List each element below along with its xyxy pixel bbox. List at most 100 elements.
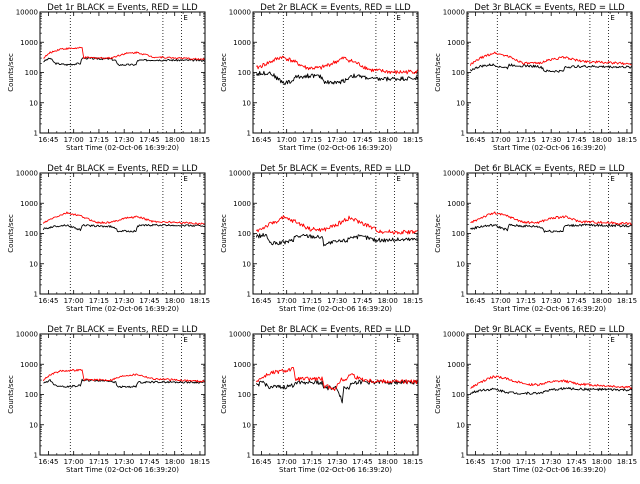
x-tick-label: 17:45 xyxy=(566,458,586,466)
x-tick-label: 17:15 xyxy=(302,458,322,466)
events-series-line xyxy=(255,232,419,247)
plot-frame xyxy=(466,333,633,456)
y-tick-label: 10000 xyxy=(229,170,251,178)
x-tick-label: 18:15 xyxy=(403,458,423,466)
x-tick-label: 17:45 xyxy=(139,297,159,305)
x-tick-label: 16:45 xyxy=(251,136,271,144)
x-tick-label: 16:45 xyxy=(251,458,271,466)
x-tick-label: 17:45 xyxy=(352,136,372,144)
y-tick-label: 10000 xyxy=(16,9,38,17)
x-tick-label: 17:00 xyxy=(491,136,511,144)
x-tick-label: 18:15 xyxy=(190,297,210,305)
plot-frame xyxy=(39,172,206,295)
x-tick-label: 17:00 xyxy=(491,458,511,466)
x-tick-label: 17:45 xyxy=(566,297,586,305)
x-axis-label: Start Time (02-Oct-06 16:39:20) xyxy=(279,305,392,313)
y-tick-label: 1000 xyxy=(233,39,251,47)
lld-series-line xyxy=(43,46,206,61)
y-axis-label: Counts/sec xyxy=(7,53,15,92)
lld-series-line xyxy=(256,215,419,235)
x-tick-label: 17:30 xyxy=(327,458,347,466)
y-tick-label: 100 xyxy=(238,69,251,77)
x-tick-label: 16:45 xyxy=(38,297,58,305)
time-marker-label: E xyxy=(610,336,614,344)
x-tick-label: 17:45 xyxy=(139,458,159,466)
x-tick-label: 18:15 xyxy=(617,297,637,305)
x-axis-label: Start Time (02-Oct-06 16:39:20) xyxy=(279,466,392,474)
x-tick-label: 18:00 xyxy=(378,458,398,466)
panel-title: Det 9r BLACK = Events, RED = LLD xyxy=(474,325,625,335)
x-tick-label: 16:45 xyxy=(38,458,58,466)
x-tick-label: 18:15 xyxy=(403,297,423,305)
time-marker-label: E xyxy=(610,175,614,183)
y-tick-label: 100 xyxy=(238,391,251,399)
x-tick-label: 17:15 xyxy=(516,297,536,305)
x-axis-label: Start Time (02-Oct-06 16:39:20) xyxy=(66,466,179,474)
x-tick-label: 18:15 xyxy=(617,136,637,144)
y-tick-label: 1000 xyxy=(20,39,38,47)
y-tick-label: 10000 xyxy=(443,9,465,17)
y-tick-label: 10 xyxy=(29,260,38,268)
panel-title: Det 6r BLACK = Events, RED = LLD xyxy=(474,164,625,174)
plot-frame xyxy=(466,172,633,295)
x-tick-label: 17:00 xyxy=(64,136,84,144)
y-tick-label: 10000 xyxy=(229,9,251,17)
x-axis-label: Start Time (02-Oct-06 16:39:20) xyxy=(493,144,606,152)
y-axis-label: Counts/sec xyxy=(220,375,228,414)
x-tick-label: 17:15 xyxy=(516,458,536,466)
x-tick-label: 17:00 xyxy=(64,297,84,305)
lld-series-line xyxy=(470,375,633,390)
y-tick-label: 1000 xyxy=(233,361,251,369)
x-tick-label: 17:15 xyxy=(516,136,536,144)
x-tick-label: 18:00 xyxy=(165,297,185,305)
y-tick-label: 10 xyxy=(29,99,38,107)
x-tick-label: 17:45 xyxy=(566,136,586,144)
x-axis-label: Start Time (02-Oct-06 16:39:20) xyxy=(493,466,606,474)
x-tick-label: 16:45 xyxy=(465,458,485,466)
y-tick-label: 10000 xyxy=(443,331,465,339)
x-axis-label: Start Time (02-Oct-06 16:39:20) xyxy=(279,144,392,152)
y-tick-label: 1000 xyxy=(20,361,38,369)
y-tick-label: 100 xyxy=(238,230,251,238)
lld-series-line xyxy=(469,51,633,66)
y-tick-label: 10000 xyxy=(16,170,38,178)
x-axis-label: Start Time (02-Oct-06 16:39:20) xyxy=(66,305,179,313)
plot-frame xyxy=(252,11,419,134)
events-series-line xyxy=(43,57,206,66)
x-tick-label: 16:45 xyxy=(38,136,58,144)
x-tick-label: 17:30 xyxy=(114,458,134,466)
time-marker-label: E xyxy=(396,336,400,344)
x-tick-label: 18:15 xyxy=(617,458,637,466)
y-tick-label: 1 xyxy=(34,452,38,460)
y-tick-label: 1 xyxy=(247,291,251,299)
lld-series-line xyxy=(256,55,419,75)
y-tick-label: 10 xyxy=(242,421,251,429)
y-tick-label: 10 xyxy=(456,421,465,429)
panel-title: Det 2r BLACK = Events, RED = LLD xyxy=(260,3,411,13)
x-tick-label: 17:00 xyxy=(277,458,297,466)
plot-frame xyxy=(252,172,419,295)
y-tick-label: 1 xyxy=(247,130,251,138)
y-tick-label: 1 xyxy=(461,130,465,138)
time-marker-label: E xyxy=(396,175,400,183)
x-tick-label: 17:30 xyxy=(541,136,561,144)
panel-title: Det 7r BLACK = Events, RED = LLD xyxy=(47,325,198,335)
y-tick-label: 1 xyxy=(34,291,38,299)
x-tick-label: 18:15 xyxy=(190,136,210,144)
events-series-line xyxy=(43,378,206,389)
x-tick-label: 16:45 xyxy=(251,297,271,305)
x-tick-label: 17:30 xyxy=(114,136,134,144)
y-tick-label: 100 xyxy=(25,69,38,77)
y-tick-label: 100 xyxy=(452,69,465,77)
plot-frame xyxy=(466,11,633,134)
panel-title: Det 5r BLACK = Events, RED = LLD xyxy=(260,164,411,174)
x-tick-label: 17:15 xyxy=(89,297,109,305)
